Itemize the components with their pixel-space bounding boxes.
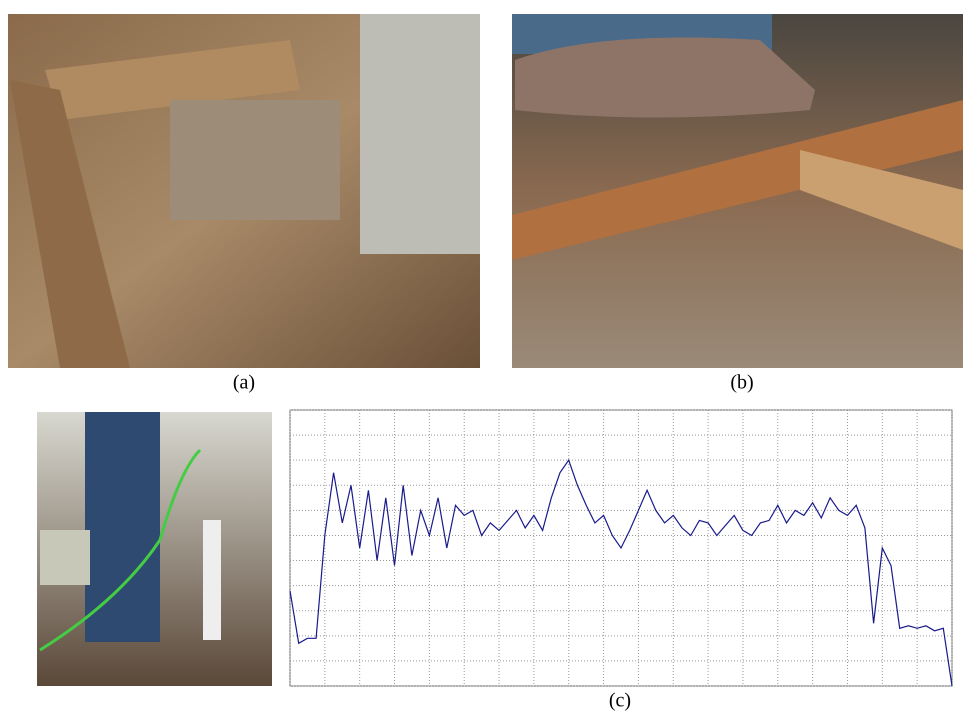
photo-c <box>37 412 272 686</box>
caption: (a) <box>233 372 255 394</box>
caption: (b) <box>730 372 753 394</box>
figure: (a) (b) (c) <box>0 0 963 715</box>
photo-a <box>8 14 480 368</box>
photo-b <box>512 14 963 368</box>
caption: (c) <box>609 690 631 712</box>
